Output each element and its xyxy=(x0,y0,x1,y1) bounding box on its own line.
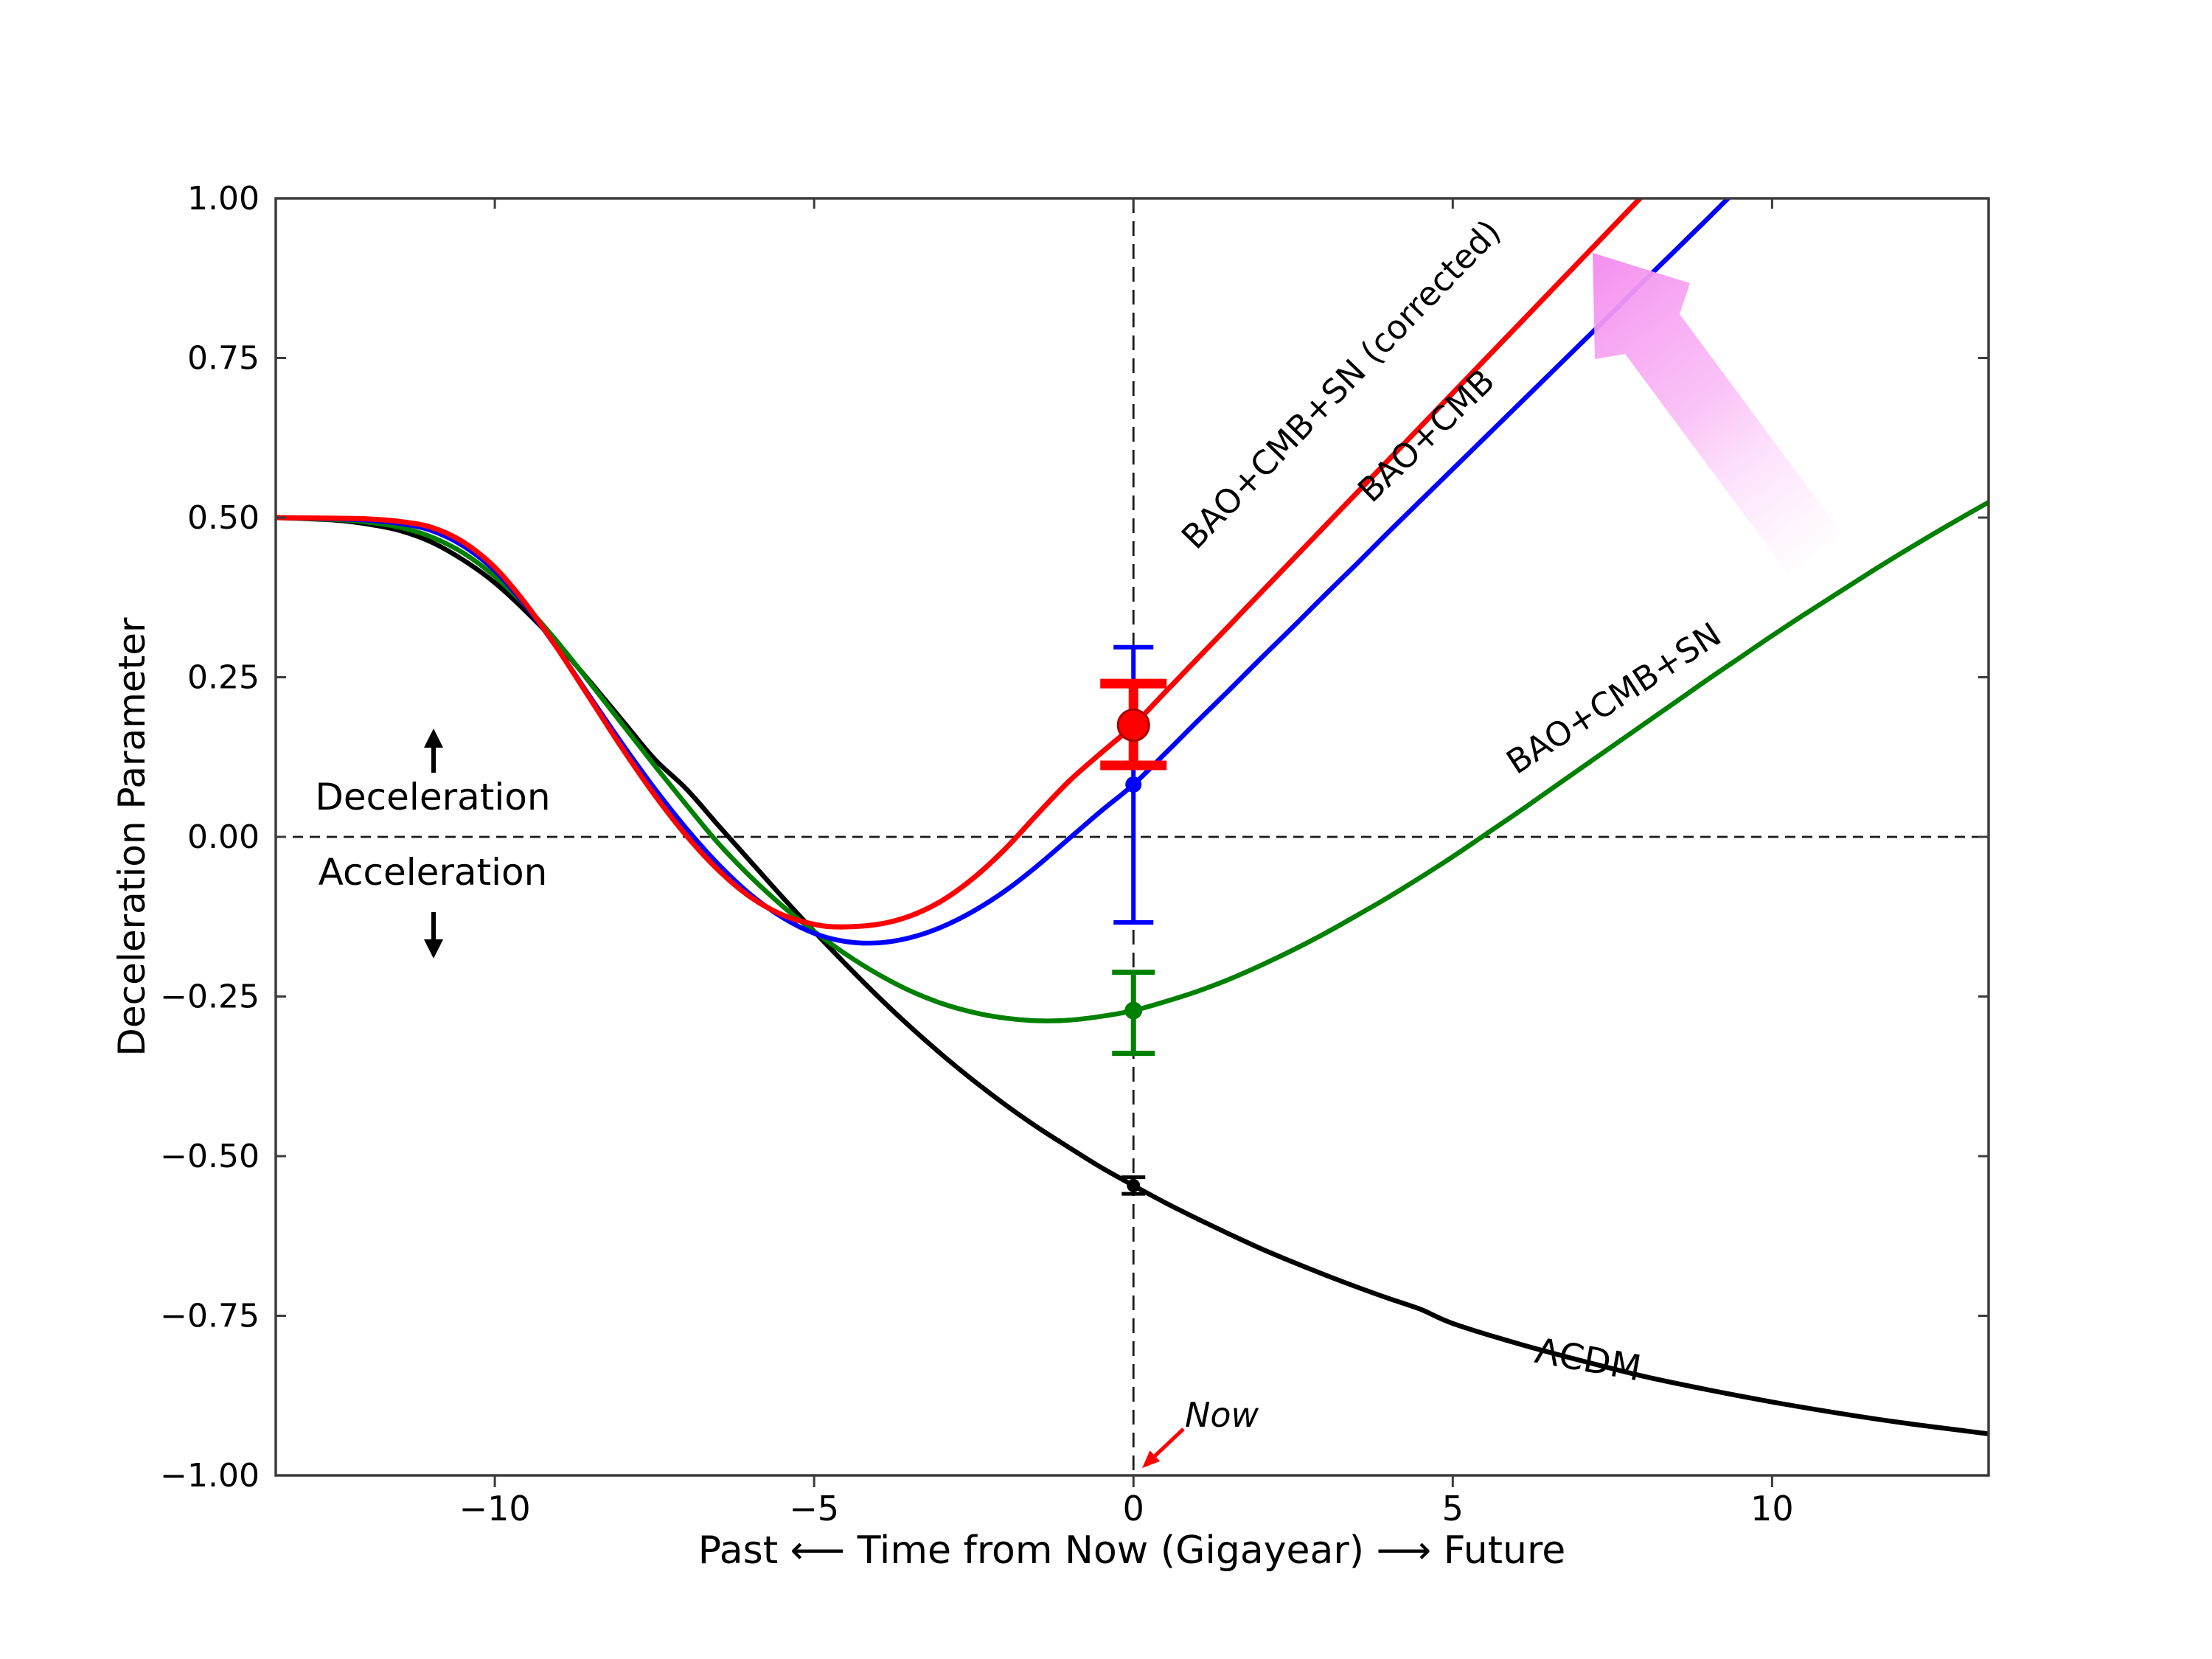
acceleration-down-arrow xyxy=(424,912,443,959)
trend-correction-arrow xyxy=(1593,253,1842,573)
y-tick-label: 0.00 xyxy=(187,818,260,856)
data-point-bao_cmb_sn_corr xyxy=(1116,708,1150,742)
y-tick-label: 0.50 xyxy=(187,499,260,537)
curves-group xyxy=(276,198,1989,1436)
deceleration-label: Deceleration xyxy=(315,776,550,818)
y-tick-label: 0.25 xyxy=(187,659,260,697)
y-tick-label: −0.50 xyxy=(160,1138,260,1175)
data-point-bao_cmb_sn xyxy=(1124,1001,1143,1020)
error-bar-bao_cmb_sn xyxy=(1112,970,1155,1057)
y-axis-label: Deceleration Parameter xyxy=(111,617,153,1057)
x-tick-label: 0 xyxy=(1123,1489,1144,1528)
y-tick-labels: 1.00 0.75 0.50 0.25 0.00 −0.25 −0.50 −0.75 −1.00 xyxy=(160,180,260,1495)
now-label: Now xyxy=(1185,1395,1259,1435)
y-tick-label: 0.75 xyxy=(187,340,260,378)
y-tick-label: −1.00 xyxy=(160,1457,260,1495)
y-tick-label: 1.00 xyxy=(187,180,260,218)
acceleration-label: Acceleration xyxy=(319,851,548,894)
error-bar-bao_cmb_sn_corr xyxy=(1100,678,1167,771)
error-bar-lcdm xyxy=(1121,1175,1146,1196)
data-point-lcdm xyxy=(1127,1178,1141,1192)
data-point-bao_cmb xyxy=(1125,776,1142,793)
deceleration-up-arrow xyxy=(424,728,443,773)
y-tick-label: −0.25 xyxy=(160,978,260,1016)
y-tick-label: −0.75 xyxy=(160,1298,260,1335)
x-axis-label: Past ⟵ Time from Now (Gigayear) ⟶ Future xyxy=(698,1528,1565,1573)
ticks-group xyxy=(276,197,1989,1487)
x-tick-labels: −10 −5 0 5 10 xyxy=(459,1489,1794,1528)
x-tick-label: 5 xyxy=(1442,1489,1464,1528)
x-tick-label: 10 xyxy=(1750,1489,1794,1528)
x-tick-label: −5 xyxy=(789,1489,839,1528)
x-tick-label: −10 xyxy=(459,1489,531,1528)
curve-bao_cmb_sn_corr xyxy=(276,198,1644,930)
now-arrow xyxy=(1142,1427,1185,1468)
